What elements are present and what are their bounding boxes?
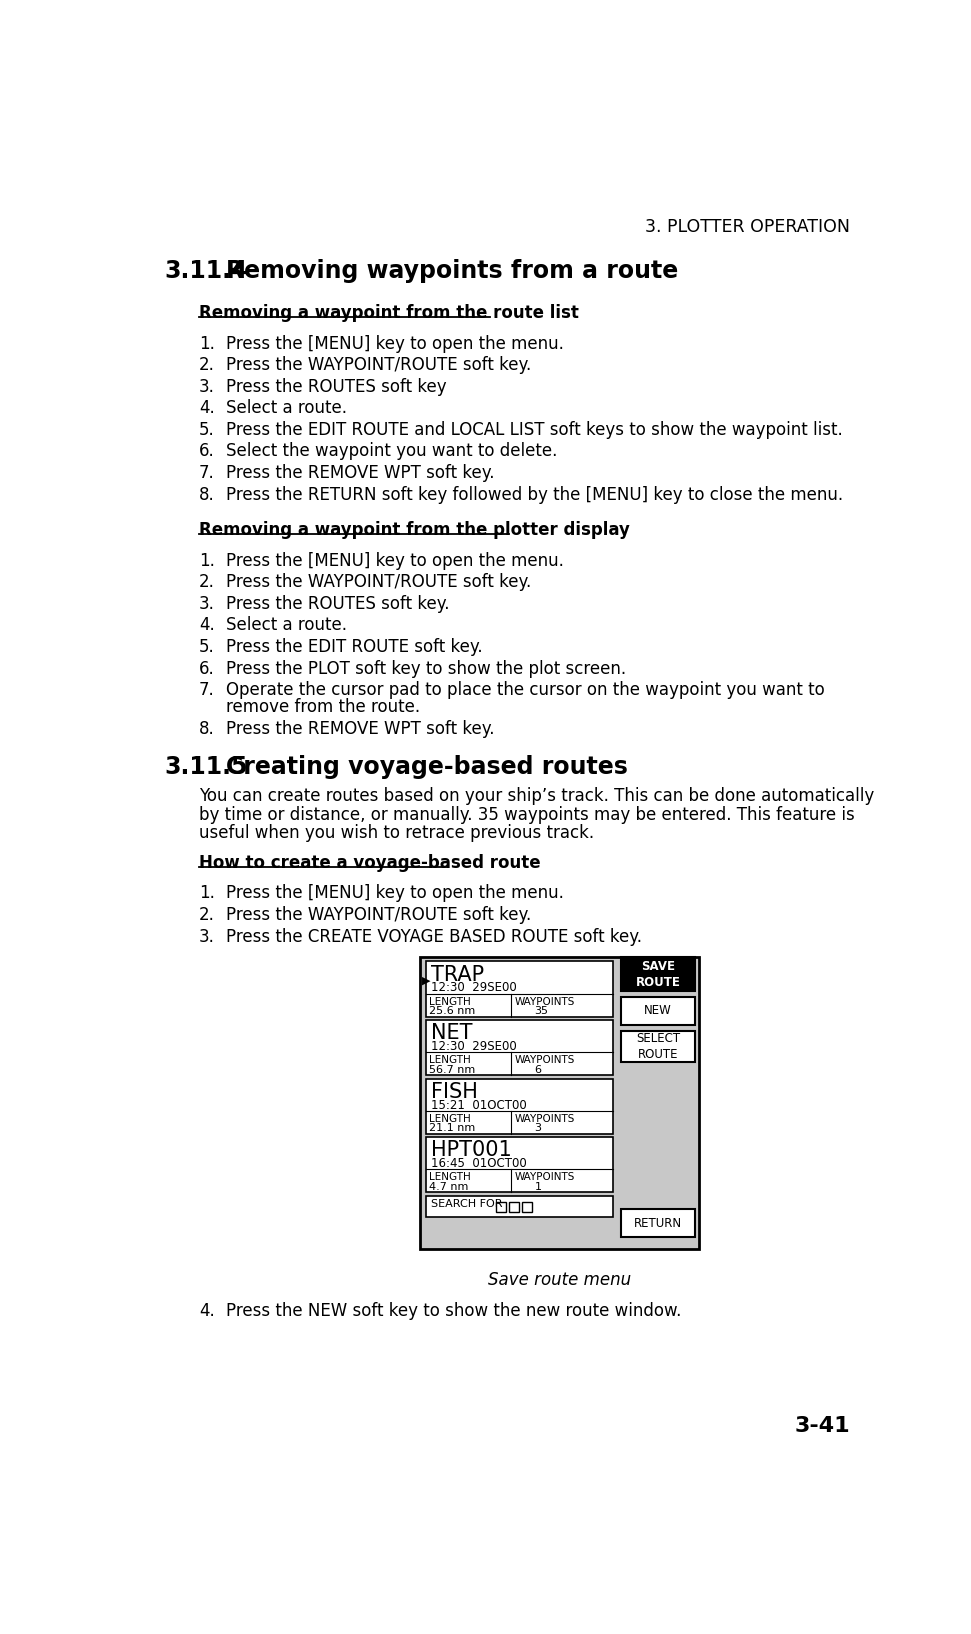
Bar (522, 1203, 532, 1212)
Bar (621, 997, 695, 1025)
Text: remove from the route.: remove from the route. (226, 698, 420, 716)
Text: 1.: 1. (199, 335, 215, 353)
Text: How to create a voyage-based route: How to create a voyage-based route (199, 853, 541, 871)
Text: by time or distance, or manually. 35 waypoints may be entered. This feature is: by time or distance, or manually. 35 way… (199, 806, 854, 824)
Text: 4.7 nm: 4.7 nm (429, 1181, 468, 1191)
Text: NEW: NEW (644, 1005, 672, 1018)
Text: 1.: 1. (199, 552, 215, 570)
Text: WAYPOINTS: WAYPOINTS (515, 1173, 575, 1183)
Text: Press the CREATE VOYAGE BASED ROUTE soft key.: Press the CREATE VOYAGE BASED ROUTE soft… (226, 928, 642, 946)
Bar (621, 1031, 695, 1062)
Text: 8.: 8. (199, 719, 215, 737)
Bar (426, 1196, 613, 1217)
Text: Press the REMOVE WPT soft key.: Press the REMOVE WPT soft key. (226, 719, 494, 737)
Text: 16:45  01OCT00: 16:45 01OCT00 (430, 1157, 526, 1170)
Text: 2.: 2. (199, 356, 215, 374)
Text: 3.11.5: 3.11.5 (164, 755, 248, 779)
Text: 15:21  01OCT00: 15:21 01OCT00 (430, 1098, 526, 1111)
Text: Press the [MENU] key to open the menu.: Press the [MENU] key to open the menu. (226, 884, 564, 902)
Text: Press the WAYPOINT/ROUTE soft key.: Press the WAYPOINT/ROUTE soft key. (226, 356, 531, 374)
Text: LENGTH: LENGTH (429, 1173, 471, 1183)
Text: SEARCH FOR: SEARCH FOR (430, 1199, 502, 1209)
Text: 4.: 4. (199, 1302, 215, 1320)
Text: 3.: 3. (199, 377, 215, 395)
Text: Save route menu: Save route menu (487, 1271, 631, 1289)
Text: 35: 35 (534, 1007, 549, 1016)
Text: Select a route.: Select a route. (226, 616, 347, 634)
Text: Press the RETURN soft key followed by the [MENU] key to close the menu.: Press the RETURN soft key followed by th… (226, 485, 843, 503)
Bar (426, 1078, 613, 1134)
Text: 3. PLOTTER OPERATION: 3. PLOTTER OPERATION (645, 217, 850, 235)
Text: Press the PLOT soft key to show the plot screen.: Press the PLOT soft key to show the plot… (226, 660, 626, 678)
Text: Press the NEW soft key to show the new route window.: Press the NEW soft key to show the new r… (226, 1302, 682, 1320)
Text: Press the WAYPOINT/ROUTE soft key.: Press the WAYPOINT/ROUTE soft key. (226, 905, 531, 923)
Text: 8.: 8. (199, 485, 215, 503)
Text: Removing a waypoint from the route list: Removing a waypoint from the route list (199, 304, 579, 322)
Text: 3.: 3. (199, 928, 215, 946)
Text: HPT001: HPT001 (430, 1141, 512, 1160)
Bar (496, 1203, 506, 1212)
Text: LENGTH: LENGTH (429, 1056, 471, 1065)
Text: Press the WAYPOINT/ROUTE soft key.: Press the WAYPOINT/ROUTE soft key. (226, 574, 531, 592)
Text: Press the ROUTES soft key.: Press the ROUTES soft key. (226, 595, 450, 613)
Text: 6: 6 (534, 1065, 542, 1075)
Text: 1.: 1. (199, 884, 215, 902)
Text: 12:30  29SE00: 12:30 29SE00 (430, 982, 517, 995)
Text: 6.: 6. (199, 660, 215, 678)
Bar (426, 1020, 613, 1075)
Text: Press the [MENU] key to open the menu.: Press the [MENU] key to open the menu. (226, 335, 564, 353)
Text: Removing a waypoint from the plotter display: Removing a waypoint from the plotter dis… (199, 521, 630, 539)
Text: 6.: 6. (199, 443, 215, 461)
Bar (419, 958, 699, 1250)
Text: TRAP: TRAP (430, 964, 484, 985)
Bar (621, 1209, 695, 1237)
Bar (621, 958, 695, 990)
Text: 5.: 5. (199, 422, 215, 440)
Text: LENGTH: LENGTH (429, 997, 471, 1007)
Text: LENGTH: LENGTH (429, 1114, 471, 1124)
Text: Operate the cursor pad to place the cursor on the waypoint you want to: Operate the cursor pad to place the curs… (226, 681, 824, 699)
Text: Removing waypoints from a route: Removing waypoints from a route (226, 260, 679, 283)
Text: SELECT
ROUTE: SELECT ROUTE (636, 1031, 680, 1060)
Text: 2.: 2. (199, 905, 215, 923)
Text: Press the EDIT ROUTE and LOCAL LIST soft keys to show the waypoint list.: Press the EDIT ROUTE and LOCAL LIST soft… (226, 422, 843, 440)
Text: Press the ROUTES soft key: Press the ROUTES soft key (226, 377, 447, 395)
Text: 7.: 7. (199, 681, 215, 699)
Text: NET: NET (430, 1023, 472, 1042)
Text: WAYPOINTS: WAYPOINTS (515, 997, 575, 1007)
Text: Select a route.: Select a route. (226, 399, 347, 417)
Text: 3.: 3. (199, 595, 215, 613)
Text: RETURN: RETURN (634, 1217, 682, 1230)
Text: WAYPOINTS: WAYPOINTS (515, 1114, 575, 1124)
Text: 2.: 2. (199, 574, 215, 592)
Bar (426, 1137, 613, 1193)
Text: SAVE
ROUTE: SAVE ROUTE (636, 961, 681, 989)
Text: 1: 1 (534, 1181, 542, 1191)
Text: You can create routes based on your ship’s track. This can be done automatically: You can create routes based on your ship… (199, 788, 874, 806)
Text: Creating voyage-based routes: Creating voyage-based routes (226, 755, 628, 779)
Text: Select the waypoint you want to delete.: Select the waypoint you want to delete. (226, 443, 557, 461)
Text: 21.1 nm: 21.1 nm (429, 1123, 475, 1132)
Text: WAYPOINTS: WAYPOINTS (515, 1056, 575, 1065)
Text: useful when you wish to retrace previous track.: useful when you wish to retrace previous… (199, 825, 594, 843)
Text: FISH: FISH (430, 1082, 478, 1101)
Text: ▶: ▶ (422, 975, 430, 985)
Bar (509, 1203, 519, 1212)
Text: 4.: 4. (199, 399, 215, 417)
Text: 7.: 7. (199, 464, 215, 482)
Text: Press the [MENU] key to open the menu.: Press the [MENU] key to open the menu. (226, 552, 564, 570)
Text: 12:30  29SE00: 12:30 29SE00 (430, 1039, 517, 1052)
Text: 3-41: 3-41 (794, 1415, 850, 1436)
Text: 4.: 4. (199, 616, 215, 634)
Bar (426, 961, 613, 1016)
Text: Press the EDIT ROUTE soft key.: Press the EDIT ROUTE soft key. (226, 637, 483, 657)
Text: 5.: 5. (199, 637, 215, 657)
Text: 25.6 nm: 25.6 nm (429, 1007, 475, 1016)
Text: 56.7 nm: 56.7 nm (429, 1065, 475, 1075)
Text: Press the REMOVE WPT soft key.: Press the REMOVE WPT soft key. (226, 464, 494, 482)
Text: 3.11.4: 3.11.4 (164, 260, 248, 283)
Text: 3: 3 (534, 1123, 542, 1132)
